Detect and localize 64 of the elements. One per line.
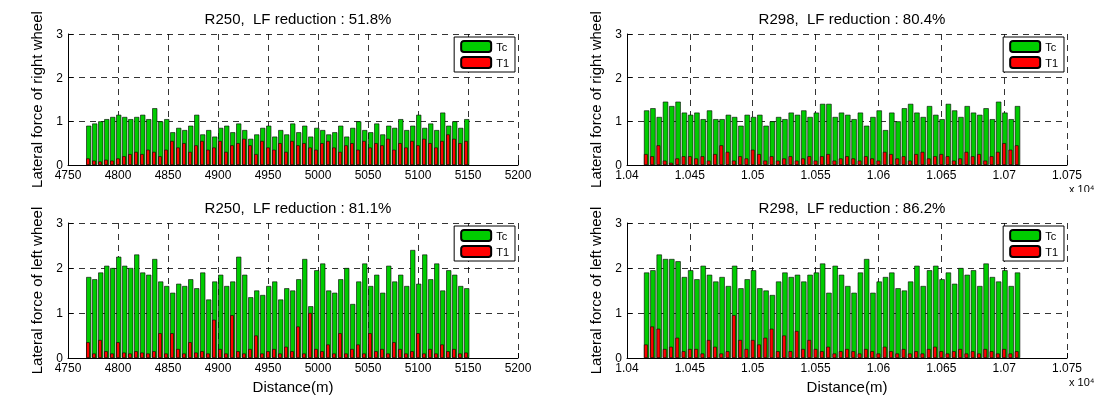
x-axis-title: Distance(m)	[252, 377, 334, 395]
y-axis-title: Lateral force of left wheel	[27, 206, 45, 375]
x-tick-label: 4900	[204, 168, 232, 182]
x-tick-label: 4950	[254, 168, 282, 182]
x-tick-label: 4800	[104, 361, 132, 375]
text: x 10⁴	[1069, 375, 1095, 388]
x-tick-label: 1.07	[992, 168, 1017, 182]
x-tick-label: 1.065	[926, 168, 957, 182]
x-tick-label: 4850	[154, 361, 182, 375]
legend-label: T1	[1045, 245, 1059, 258]
x-tick-label: 1.07	[992, 361, 1017, 375]
x-tick-label: 1.055	[800, 168, 831, 182]
y-axis-title: Lateral force of right wheel	[586, 11, 604, 188]
text: x 10⁴	[1069, 182, 1095, 195]
x-tick-label: 1.045	[674, 361, 706, 375]
y-tick-label: 1	[56, 306, 64, 320]
x-tick-label: 1.045	[674, 168, 706, 182]
y-tick-label: 3	[615, 216, 623, 230]
y-tick-label: 1	[615, 306, 623, 320]
x-tick-label: 5000	[304, 361, 332, 375]
x-tick-label: 1.065	[926, 361, 957, 375]
legend-label: T1	[496, 56, 510, 69]
x-tick-label: 4900	[204, 361, 232, 375]
legend-label: T1	[496, 245, 510, 258]
x-tick-label: 1.075	[1051, 168, 1083, 182]
chart-title: R250, LF reduction : 81.1%	[204, 199, 392, 216]
x-tick-label: 1.06	[866, 168, 891, 182]
chart-title: R298, LF reduction : 86.2%	[758, 199, 946, 216]
x-tick-label: 5050	[354, 361, 382, 375]
legend-label: Tc	[496, 40, 508, 53]
x-tick-label: 1.055	[800, 361, 831, 375]
y-tick-label: 3	[56, 27, 64, 41]
chart-title: R298, LF reduction : 80.4%	[758, 10, 946, 27]
x-axis-title: Distance(m)	[806, 377, 888, 395]
legend-label: Tc	[496, 229, 508, 242]
x-tick-label: 1.05	[741, 361, 765, 375]
x-tick-label: 5000	[304, 168, 332, 182]
x-tick-label: 1.075	[1051, 361, 1083, 375]
x-tick-label: 5050	[354, 168, 382, 182]
chart-title: R250, LF reduction : 51.8%	[204, 10, 392, 27]
x-tick-label: 5100	[404, 168, 432, 182]
x-tick-label: 4850	[154, 168, 182, 182]
x-tick-label: 5150	[454, 361, 482, 375]
x-tick-label: 1.05	[741, 168, 765, 182]
y-tick-label: 2	[615, 261, 623, 275]
y-tick-label: 3	[56, 216, 64, 230]
y-tick-label: 2	[615, 70, 623, 85]
x-tick-label: 5100	[404, 361, 432, 375]
legend-label: T1	[1045, 56, 1059, 69]
x-tick-label: 5200	[504, 168, 532, 182]
x-tick-label: 4950	[254, 361, 282, 375]
y-tick-label: 1	[56, 114, 64, 129]
x-tick-label: 5200	[504, 361, 532, 375]
x-tick-label: 1.06	[866, 361, 891, 375]
x-tick-label: 4800	[104, 168, 132, 182]
y-axis-title: Lateral force of right wheel	[27, 11, 45, 188]
legend-label: Tc	[1045, 229, 1057, 242]
legend-label: Tc	[1045, 40, 1057, 53]
y-tick-label: 1	[615, 114, 623, 129]
y-tick-label: 3	[615, 27, 623, 41]
y-tick-label: 2	[56, 261, 64, 275]
x-tick-label: 5150	[454, 168, 482, 182]
y-axis-title: Lateral force of left wheel	[586, 206, 604, 375]
y-tick-label: 2	[56, 70, 64, 85]
